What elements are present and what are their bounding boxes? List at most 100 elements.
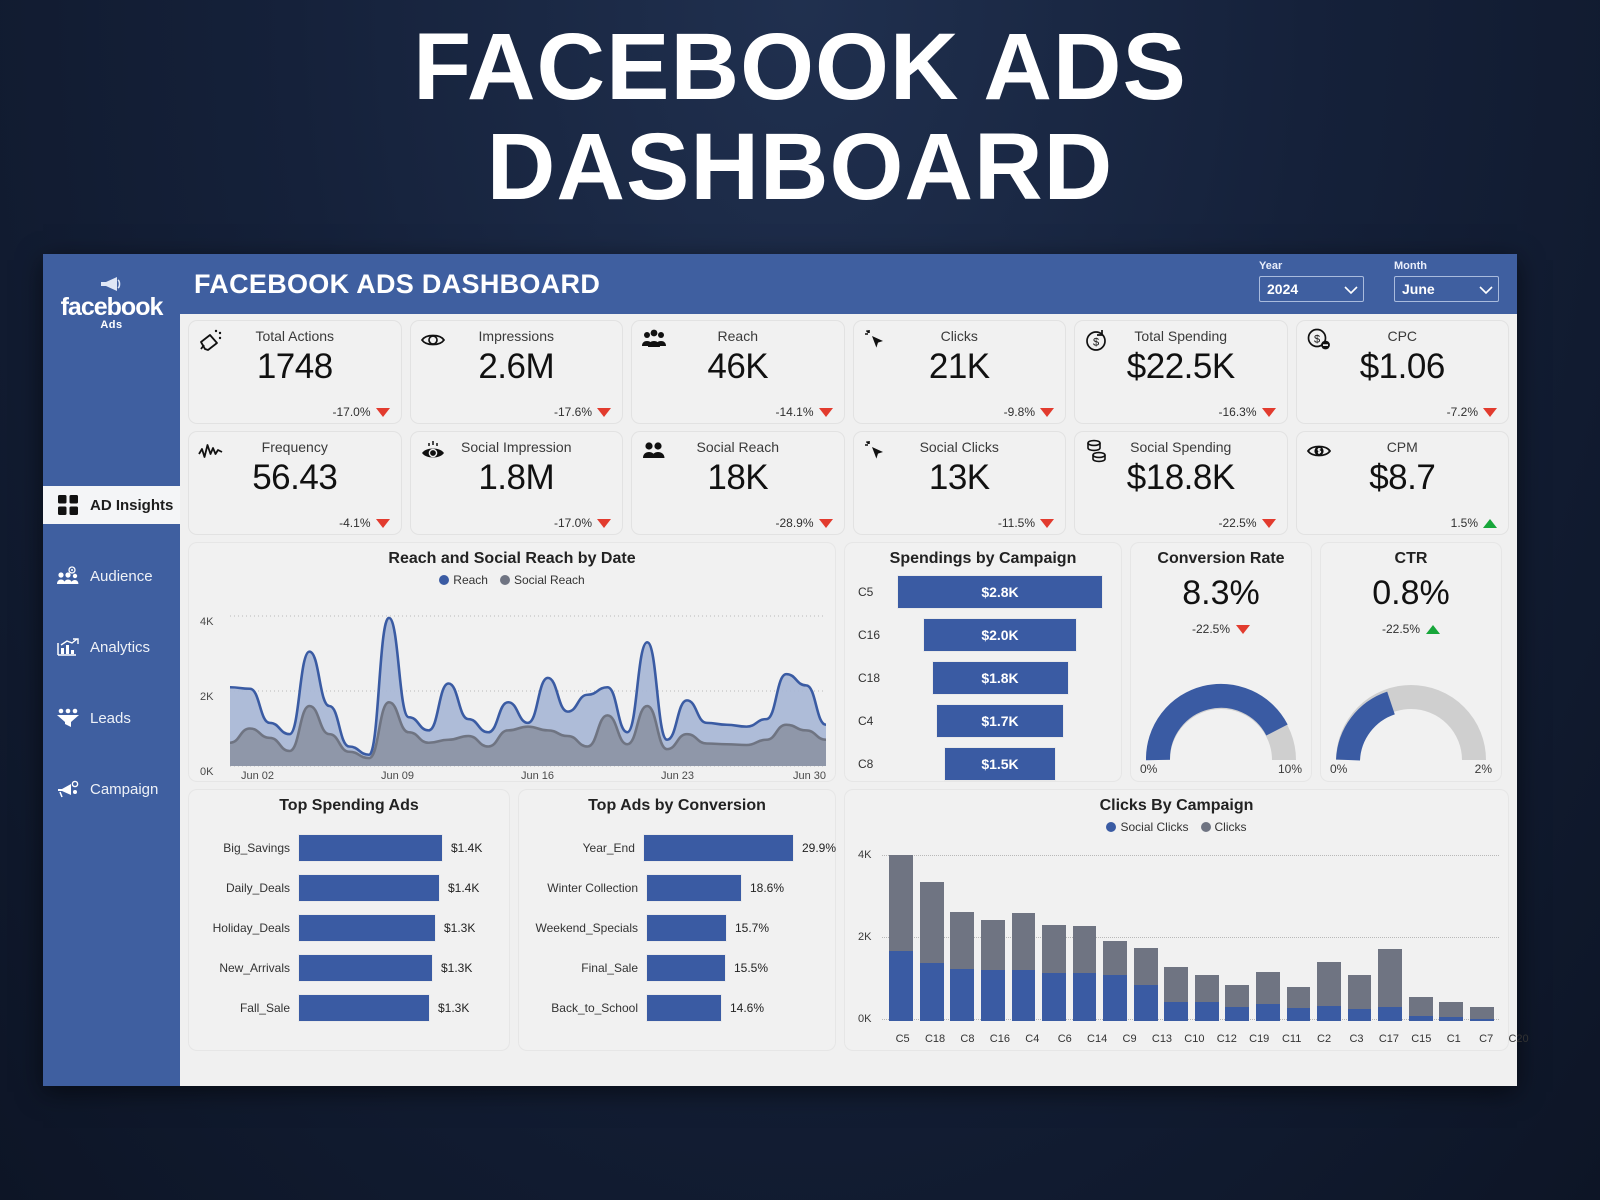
table-row[interactable]: Year_End 29.9% <box>518 833 836 863</box>
arrow-down-icon <box>375 518 390 528</box>
month-dropdown[interactable]: June <box>1394 276 1499 302</box>
bar-segment-social-clicks <box>1408 1016 1433 1021</box>
bar-rows: Year_End 29.9% Winter Collection 18.6% W… <box>518 833 836 1023</box>
arrow-down-icon <box>597 518 611 528</box>
bar-column[interactable] <box>950 912 975 1021</box>
kpi-value: $8.7 <box>1369 458 1436 497</box>
kpi-delta-value: -17.0% <box>553 516 592 530</box>
bar-column[interactable] <box>1011 912 1036 1021</box>
slicer-group: Year 2024 Month June <box>1259 260 1499 302</box>
kpi-total-actions[interactable]: Total Actions 1748 -17.0% <box>188 320 402 424</box>
kpi-cpc[interactable]: $ CPC $1.06 -7.2% <box>1295 320 1509 424</box>
table-row[interactable]: Final_Sale 15.5% <box>518 953 836 983</box>
table-row[interactable]: Weekend_Specials 15.7% <box>518 913 836 943</box>
bar-segment-social-clicks <box>1317 1006 1341 1021</box>
reach-by-date-chart[interactable]: Reach and Social Reach by Date Reach Soc… <box>188 542 836 782</box>
bar-column[interactable] <box>1194 974 1219 1021</box>
clicks-by-campaign-chart[interactable]: Clicks By Campaign Social Clicks Clicks … <box>844 789 1529 1051</box>
bar-column[interactable] <box>1072 926 1097 1021</box>
table-row[interactable]: New_Arrivals $1.3K <box>188 953 510 983</box>
table-row[interactable]: Holiday_Deals $1.3K <box>188 913 510 943</box>
table-row[interactable]: Fall_Sale $1.3K <box>188 993 510 1023</box>
bar-column[interactable] <box>1469 1007 1494 1021</box>
bar-category: New_Arrivals <box>219 961 290 975</box>
sidebar-item-analytics[interactable]: Analytics <box>43 628 180 666</box>
bar-column[interactable] <box>1042 925 1066 1021</box>
y-tick-2k: 2K <box>200 691 214 703</box>
bar-column[interactable] <box>1255 972 1280 1021</box>
kpi-frequency[interactable]: Frequency 56.43 -4.1% <box>188 431 402 535</box>
kpi-delta-value: -22.5% <box>1218 516 1257 530</box>
funnel-row[interactable]: C16 $2.0K <box>844 617 1122 653</box>
kpi-social-spending[interactable]: Social Spending $18.8K -22.5% <box>1074 431 1288 535</box>
spendings-by-campaign-chart[interactable]: Spendings by Campaign C5 $2.8K C16 $2.0K… <box>844 542 1122 782</box>
kpi-total-spending[interactable]: $ Total Spending $22.5K -16.3% <box>1074 320 1288 424</box>
kpi-delta: -17.0% <box>554 516 611 530</box>
chart-title: Spendings by Campaign <box>889 550 1077 567</box>
kpi-cpm[interactable]: CPM $8.7 1.5% <box>1295 431 1509 535</box>
gauge-scale: 0% 2% <box>1330 762 1492 776</box>
table-row[interactable]: Daily_Deals $1.4K <box>188 873 510 903</box>
bar-column[interactable] <box>1378 949 1402 1021</box>
bar-column[interactable] <box>981 920 1005 1021</box>
facebook-ads-logo: facebook Ads <box>43 254 180 331</box>
chart-title: Conversion Rate <box>1157 550 1285 567</box>
dollar-minus-icon: $ <box>1306 327 1332 353</box>
year-slicer[interactable]: Year 2024 <box>1259 260 1364 302</box>
kpi-social-impression[interactable]: Social Impression 1.8M -17.0% <box>409 431 623 535</box>
kpi-delta-value: -9.8% <box>1003 405 1035 419</box>
bar-column[interactable] <box>1225 984 1250 1021</box>
bar-column[interactable] <box>1439 1001 1464 1021</box>
sidebar-item-ad-insights[interactable]: AD Insights <box>43 486 180 524</box>
bar-segment-clicks <box>1378 949 1402 1008</box>
bar-column[interactable] <box>1133 947 1158 1021</box>
table-row[interactable]: Back_to_School 14.6% <box>518 993 836 1023</box>
bar-column[interactable] <box>1286 987 1311 1021</box>
kpi-label: Frequency <box>261 439 328 455</box>
bar-value: 15.7% <box>735 921 770 935</box>
bar-column[interactable] <box>1317 961 1341 1021</box>
bar-category: Year_End <box>582 841 635 855</box>
bar-column[interactable] <box>1408 996 1433 1021</box>
funnel-row[interactable]: C8 $1.5K <box>844 746 1122 782</box>
table-row[interactable]: Winter Collection 18.6% <box>518 873 836 903</box>
month-slicer[interactable]: Month June <box>1394 260 1499 302</box>
bar-rows: Big_Savings $1.4K Daily_Deals $1.4K Holi… <box>188 833 510 1023</box>
kpi-social-clicks[interactable]: Social Clicks 13K -11.5% <box>852 431 1066 535</box>
funnel-category: C18 <box>858 671 881 685</box>
bar-column[interactable] <box>919 882 944 1021</box>
kpi-delta: -14.1% <box>775 405 833 419</box>
bar-segment-clicks <box>981 920 1005 970</box>
funnel-row[interactable]: C18 $1.8K <box>844 660 1122 696</box>
conversion-rate-gauge[interactable]: Conversion Rate 8.3% -22.5% 0% 10% <box>1130 542 1312 782</box>
x-tick-label: C1 <box>1446 1033 1461 1045</box>
bar-category: Holiday_Deals <box>212 921 290 935</box>
bar-segment-clicks <box>1408 996 1433 1017</box>
bar-column[interactable] <box>1347 974 1372 1021</box>
top-ads-by-conversion-chart[interactable]: Top Ads by Conversion Year_End 29.9% Win… <box>518 789 836 1051</box>
bar-column[interactable] <box>1164 967 1189 1021</box>
bar-fill <box>642 834 794 862</box>
kpi-impressions[interactable]: Impressions 2.6M -17.6% <box>409 320 623 424</box>
year-dropdown[interactable]: 2024 <box>1259 276 1364 302</box>
gauge-max: 10% <box>1277 762 1302 776</box>
funnel-row[interactable]: C4 $1.7K <box>844 703 1122 739</box>
bar-column[interactable] <box>1103 941 1128 1021</box>
sidebar-item-leads[interactable]: Leads <box>43 699 180 737</box>
funnel-row[interactable]: C5 $2.8K <box>844 574 1122 610</box>
bar-column[interactable] <box>889 855 914 1021</box>
kpi-clicks[interactable]: Clicks 21K -9.8% <box>852 320 1066 424</box>
ctr-gauge[interactable]: CTR 0.8% -22.5% 0% 2% <box>1320 542 1502 782</box>
sidebar-item-audience[interactable]: Audience <box>43 557 180 595</box>
x-tick-label: C14 <box>1087 1033 1108 1045</box>
top-spending-ads-chart[interactable]: Top Spending Ads Big_Savings $1.4K Daily… <box>188 789 510 1051</box>
sidebar-item-campaign[interactable]: Campaign <box>43 770 180 808</box>
kpi-social-reach[interactable]: Social Reach 18K -28.9% <box>631 431 845 535</box>
month-slicer-label: Month <box>1394 260 1427 272</box>
year-slicer-label: Year <box>1259 260 1283 272</box>
kpi-label: Reach <box>717 328 758 344</box>
sidebar-item-label: Analytics <box>90 638 151 656</box>
table-row[interactable]: Big_Savings $1.4K <box>188 833 510 863</box>
x-tick-1: Jun 09 <box>381 770 415 782</box>
kpi-reach[interactable]: Reach 46K -14.1% <box>631 320 845 424</box>
